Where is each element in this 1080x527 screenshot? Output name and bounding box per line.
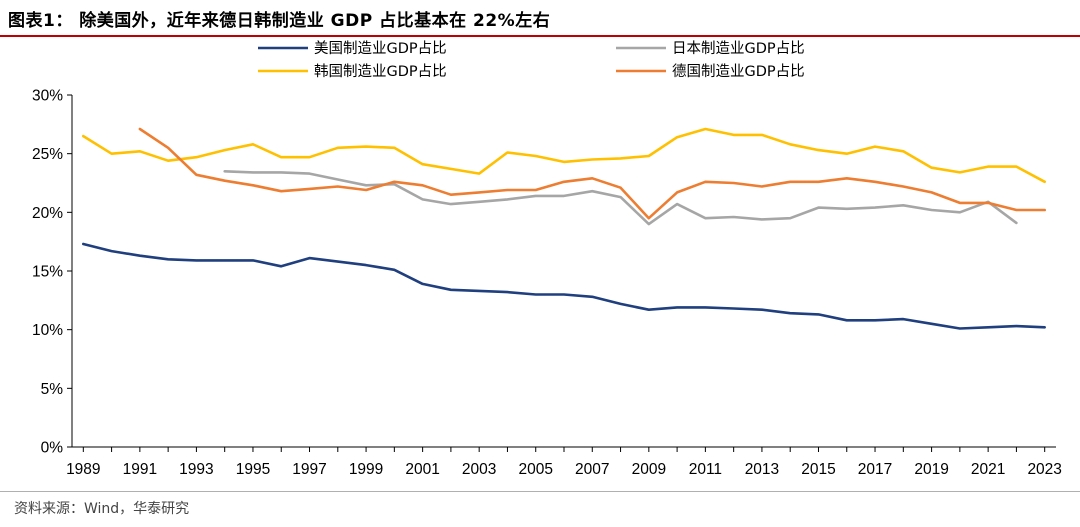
x-tick-label: 2023 — [1027, 461, 1061, 478]
y-tick-label: 30% — [32, 88, 63, 105]
x-tick-label: 2003 — [462, 461, 496, 478]
x-tick-label: 2001 — [405, 461, 439, 478]
x-tick-label: 2021 — [971, 461, 1005, 478]
x-tick-label: 1989 — [66, 461, 100, 478]
source-note: 资料来源：Wind，华泰研究 — [14, 501, 190, 517]
x-tick-label: 2019 — [914, 461, 948, 478]
legend-label-germany: 德国制造业GDP占比 — [672, 63, 805, 80]
x-tick-label: 2005 — [518, 461, 552, 478]
y-tick-label: 10% — [32, 322, 63, 339]
title-rule — [0, 35, 1080, 37]
x-tick-label: 1997 — [292, 461, 326, 478]
x-tick-label: 2011 — [689, 461, 722, 478]
x-tick-label: 1999 — [349, 461, 383, 478]
y-tick-label: 20% — [32, 205, 63, 222]
series-line-germany — [138, 127, 1046, 220]
x-tick-label: 2013 — [745, 461, 779, 478]
y-tick-label: 15% — [32, 264, 63, 281]
y-tick-label: 5% — [41, 381, 64, 398]
source-rule — [0, 491, 1080, 492]
y-tick-label: 25% — [32, 146, 63, 163]
legend-label-us: 美国制造业GDP占比 — [314, 40, 447, 57]
legend-label-korea: 韩国制造业GDP占比 — [314, 63, 447, 80]
x-tick-label: 1991 — [123, 461, 157, 478]
x-tick-label: 2007 — [575, 461, 609, 478]
x-tick-label: 1993 — [179, 461, 213, 478]
x-tick-label: 1995 — [236, 461, 270, 478]
axes: 0% 5% 10% 15% 20% 25% 30% 1989 1991 1993 1995 1997 1… — [32, 88, 1062, 479]
x-tick-label: 2017 — [858, 461, 892, 478]
figure-title: 图表1： 除美国外，近年来德日韩制造业 GDP 占比基本在 22%左右 — [8, 11, 551, 31]
series-line-japan — [223, 170, 1018, 226]
legend-label-japan: 日本制造业GDP占比 — [672, 40, 805, 57]
y-tick-label: 0% — [41, 440, 64, 457]
series-line-us — [82, 242, 1046, 330]
series-line-korea — [82, 127, 1046, 184]
x-tick-label: 2009 — [632, 461, 666, 478]
series-lines — [82, 127, 1046, 330]
x-tick-label: 2015 — [801, 461, 835, 478]
